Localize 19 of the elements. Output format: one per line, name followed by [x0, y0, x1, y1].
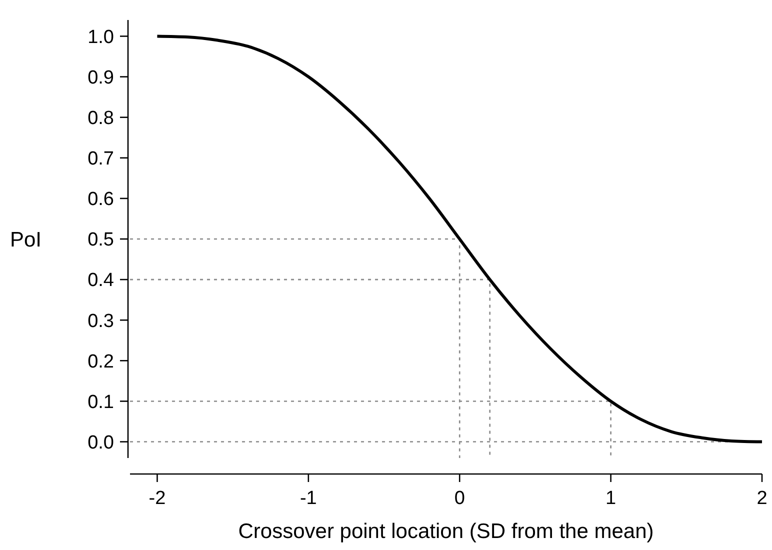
y-tick-label: 0.9: [88, 67, 114, 88]
x-tick-label: -2: [148, 488, 166, 509]
x-tick-label: 2: [756, 488, 768, 509]
y-tick-label: 0.5: [88, 230, 114, 251]
y-tick-label: 1.0: [88, 26, 114, 48]
y-tick-label: 0.3: [88, 310, 114, 332]
y-tick-label: 0.0: [88, 432, 114, 454]
y-tick-label: 0.4: [88, 270, 114, 292]
y-tick-label: 0.1: [88, 392, 114, 413]
y-tick-label: 0.2: [88, 351, 114, 372]
y-axis-title: PoI: [10, 228, 42, 252]
x-tick-label: -1: [300, 488, 317, 509]
y-tick-label: 0.8: [88, 108, 114, 129]
x-tick-label: 0: [454, 488, 465, 509]
y-tick-label: 0.6: [88, 189, 114, 210]
y-tick-label: 0.7: [88, 148, 114, 170]
line-series: [156, 34, 764, 444]
x-tick-label: 1: [606, 488, 616, 509]
x-axis-title: Crossover point location (SD from the mean): [238, 520, 654, 543]
